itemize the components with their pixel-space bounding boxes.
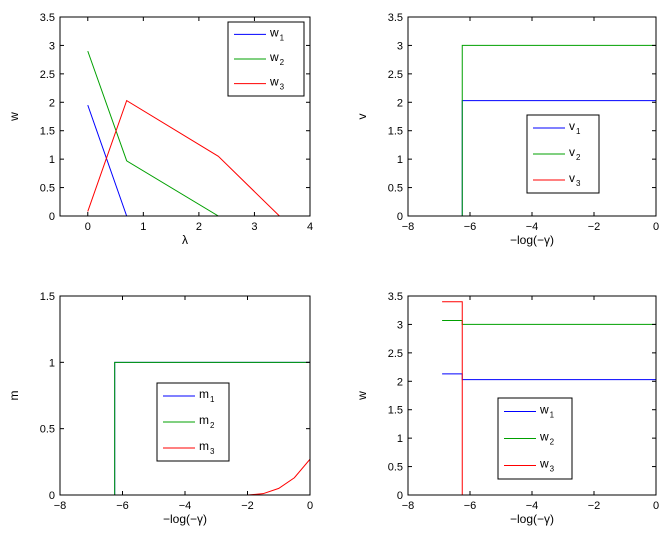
- series-group: [94, 361, 310, 495]
- legend-subscript: 1: [550, 411, 555, 420]
- y-tick-label: 2.5: [388, 69, 403, 81]
- axes-box: [59, 16, 311, 217]
- y-tick-label: 1: [397, 154, 403, 166]
- y-tick-label: 2.5: [388, 348, 403, 360]
- x-tick-label: 4: [307, 221, 313, 233]
- y-tick-label: 1: [397, 433, 403, 445]
- y-tick-label: 2.5: [40, 69, 55, 81]
- y-tick-label: 0: [397, 490, 403, 502]
- series-line-v2: [442, 44, 656, 216]
- x-tick-label: −8: [402, 500, 415, 512]
- y-tick-label: 0: [397, 211, 403, 223]
- y-tick-label: 3.5: [40, 12, 55, 24]
- x-tick-label: −6: [464, 500, 477, 512]
- y-axis-label: w: [7, 112, 21, 122]
- series-line-m2: [94, 361, 310, 495]
- x-tick-label: −2: [588, 221, 601, 233]
- y-axis-label: m: [7, 391, 21, 401]
- y-tick-label: 3: [397, 319, 403, 331]
- y-tick-label: 1: [49, 357, 55, 369]
- legend-subscript: 2: [210, 421, 215, 430]
- x-tick-label: 0: [653, 221, 659, 233]
- y-tick-label: 0.5: [40, 183, 55, 195]
- x-tick-label: 1: [140, 221, 146, 233]
- series-line-m3: [94, 458, 310, 495]
- x-axis-label: −log(−γ): [163, 512, 207, 526]
- x-axis-label: −log(−γ): [510, 512, 554, 526]
- x-tick-label: −2: [241, 500, 254, 512]
- x-tick-label: 2: [196, 221, 202, 233]
- x-tick-label: 3: [251, 221, 257, 233]
- legend-subscript: 2: [576, 153, 581, 162]
- y-tick-label: 1.5: [40, 126, 55, 138]
- series-line-w3: [442, 301, 656, 495]
- x-tick-label: 0: [307, 500, 313, 512]
- x-tick-label: −8: [54, 500, 67, 512]
- legend-subscript: 3: [576, 179, 581, 188]
- legend-subscript: 3: [280, 83, 285, 92]
- y-tick-label: 0: [49, 211, 55, 223]
- legend-subscript: 2: [550, 438, 555, 447]
- series-group: [87, 50, 310, 216]
- legend-subscript: 3: [210, 447, 215, 456]
- x-axis-label: −log(−γ): [510, 233, 554, 247]
- x-tick-label: −4: [526, 221, 539, 233]
- y-tick-label: 0.5: [40, 424, 55, 436]
- x-axis-label: λ: [182, 233, 188, 247]
- x-tick-label: 0: [653, 500, 659, 512]
- x-tick-label: −8: [402, 221, 415, 233]
- y-tick-label: 2: [49, 97, 55, 109]
- legend-subscript: 3: [550, 465, 555, 474]
- y-tick-label: 0: [49, 490, 55, 502]
- y-tick-label: 2: [397, 376, 403, 388]
- series-line-w1: [87, 104, 310, 216]
- y-tick-label: 3: [397, 40, 403, 52]
- y-tick-label: 1.5: [388, 405, 403, 417]
- legend-subscript: 1: [210, 395, 215, 404]
- y-tick-label: 3: [49, 40, 55, 52]
- x-tick-label: 0: [85, 221, 91, 233]
- x-tick-label: −2: [588, 500, 601, 512]
- legend-subscript: 1: [280, 33, 285, 42]
- y-tick-label: 0.5: [388, 462, 403, 474]
- x-tick-label: −4: [179, 500, 192, 512]
- x-tick-label: −4: [526, 500, 539, 512]
- y-tick-label: 1.5: [40, 291, 55, 303]
- y-tick-label: 0.5: [388, 183, 403, 195]
- legend-subscript: 1: [576, 127, 581, 136]
- y-tick-label: 1: [49, 154, 55, 166]
- y-tick-label: 2: [397, 97, 403, 109]
- series-group: [442, 44, 656, 216]
- y-axis-label: v: [355, 114, 369, 120]
- x-tick-label: −6: [116, 500, 129, 512]
- y-tick-label: 1.5: [388, 126, 403, 138]
- series-line-w2: [87, 50, 310, 216]
- legend-subscript: 2: [280, 58, 285, 67]
- y-axis-label: w: [355, 391, 369, 401]
- series-line-w3: [87, 99, 310, 216]
- y-tick-label: 3.5: [388, 291, 403, 303]
- x-tick-label: −6: [464, 221, 477, 233]
- y-tick-label: 3.5: [388, 12, 403, 24]
- series-group: [442, 301, 656, 495]
